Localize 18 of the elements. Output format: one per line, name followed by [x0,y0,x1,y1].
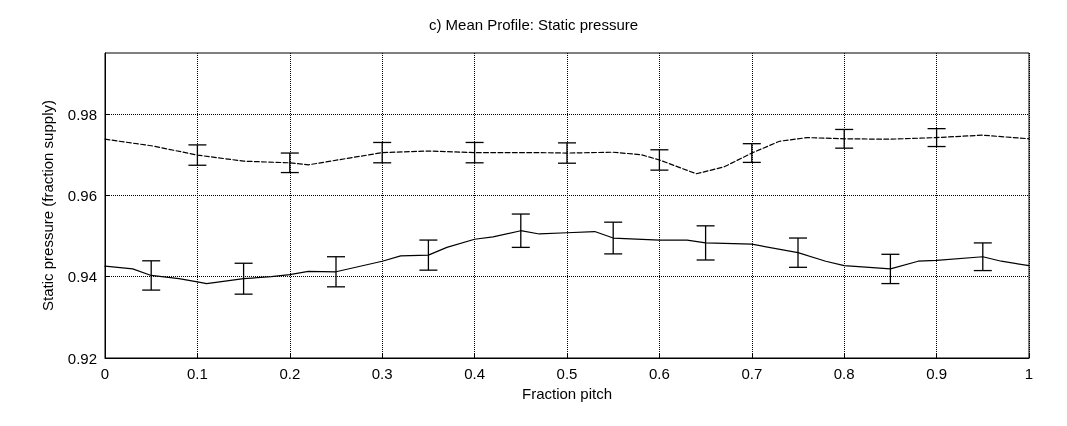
x-tick-label: 1 [1024,365,1034,382]
x-tick-label: 0.5 [556,365,578,382]
y-tick-label: 0.98 [67,105,97,123]
y-tick-label: 0.92 [67,349,97,367]
x-tick-label: 0.4 [464,365,486,382]
x-axis-title: Fraction pitch [521,385,613,402]
chart-title: c) Mean Profile: Static pressure [428,16,639,33]
y-tick-label: 0.94 [67,268,97,286]
x-tick-label: 0.3 [371,365,393,382]
x-tick-label: 0.1 [186,365,208,382]
x-tick-label: 0 [100,365,110,382]
x-tick-label: 0.2 [279,365,301,382]
y-axis-title: Static pressure (fraction supply) [39,100,56,311]
y-tick-label: 0.96 [67,186,97,204]
x-tick-label: 0.9 [926,365,948,382]
x-tick-label: 0.8 [833,365,855,382]
x-tick-label: 0.6 [648,365,670,382]
x-tick-label: 0.7 [741,365,763,382]
